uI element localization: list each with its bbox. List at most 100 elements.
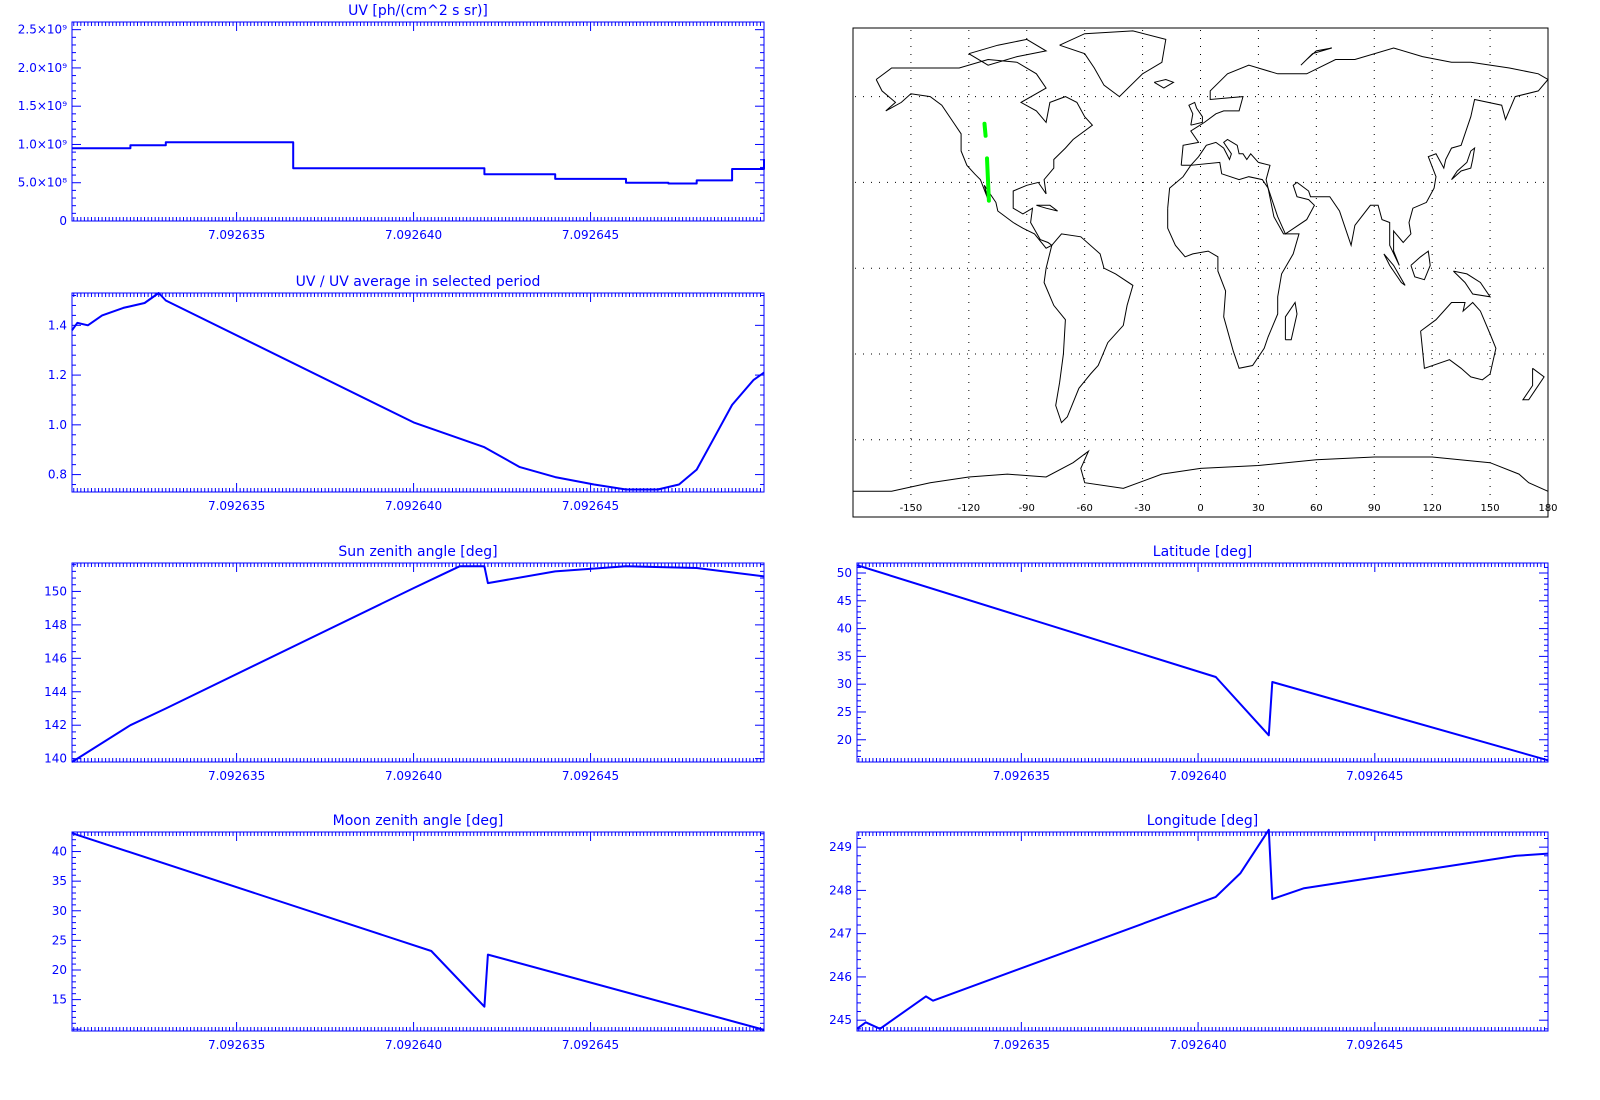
x-tick-label: 7.092635 bbox=[208, 228, 265, 242]
coastline-new-guinea bbox=[1453, 270, 1492, 298]
x-tick-label: 7.092635 bbox=[208, 1038, 265, 1052]
coastline-uk bbox=[1188, 101, 1203, 126]
map-lon-label: -90 bbox=[1019, 503, 1035, 514]
plot-frame bbox=[71, 562, 765, 763]
y-tick-label: 146 bbox=[44, 651, 67, 665]
plot-frame bbox=[71, 831, 765, 1032]
chart-title: UV / UV average in selected period bbox=[296, 274, 541, 290]
y-tick-label: 50 bbox=[837, 566, 852, 580]
chart-title: UV [ph/(cm^2 s sr)] bbox=[348, 3, 488, 19]
map-lon-label: -30 bbox=[1134, 503, 1150, 514]
x-tick-label: 7.092640 bbox=[385, 228, 442, 242]
y-tick-label: 248 bbox=[829, 883, 852, 897]
y-tick-label: 246 bbox=[829, 970, 852, 984]
x-tick-label: 7.092645 bbox=[562, 228, 619, 242]
y-tick-label: 40 bbox=[837, 622, 852, 636]
x-tick-label: 7.092645 bbox=[562, 1038, 619, 1052]
coastline-cuba bbox=[1036, 204, 1058, 212]
x-tick-label: 7.092645 bbox=[562, 769, 619, 783]
map-lon-label: 30 bbox=[1252, 503, 1265, 514]
coastline-africa bbox=[1167, 161, 1300, 369]
y-tick-label: 245 bbox=[829, 1013, 852, 1027]
chart-title: Latitude [deg] bbox=[1153, 544, 1252, 560]
y-tick-label: 0 bbox=[59, 214, 67, 228]
x-tick-label: 7.092635 bbox=[993, 1038, 1050, 1052]
coastline-svalbard-zemlya bbox=[1300, 47, 1332, 66]
sun-zenith-panel: Sun zenith angle [deg] 7.092635 7.092640 7.… bbox=[44, 544, 765, 783]
coastline-arctic-islands bbox=[968, 38, 1048, 66]
x-tick-label: 7.092640 bbox=[385, 499, 442, 513]
y-tick-label: 144 bbox=[44, 685, 67, 699]
coastline-north-america bbox=[875, 58, 1094, 249]
map-lon-label: -60 bbox=[1076, 503, 1092, 514]
coastline-antarctica bbox=[853, 449, 1549, 492]
x-tick-label: 7.092645 bbox=[562, 499, 619, 513]
y-tick-label: 5.0×10⁸ bbox=[18, 176, 67, 190]
y-tick-label: 1.0×10⁹ bbox=[18, 137, 67, 151]
series-line bbox=[856, 828, 1549, 1030]
coastline-south-america bbox=[1043, 233, 1134, 424]
y-tick-label: 30 bbox=[837, 677, 852, 691]
plot-frame bbox=[856, 562, 1549, 763]
y-tick-label: 1.4 bbox=[48, 318, 67, 332]
x-tick-label: 7.092640 bbox=[385, 769, 442, 783]
coastline-new-zealand bbox=[1521, 367, 1545, 401]
y-tick-label: 1.2 bbox=[48, 368, 67, 382]
coastline-japan bbox=[1451, 146, 1476, 180]
map-lon-label: 150 bbox=[1481, 503, 1500, 514]
y-tick-label: 249 bbox=[829, 840, 852, 854]
y-tick-label: 1.5×10⁹ bbox=[18, 99, 67, 113]
x-tick-label: 7.092640 bbox=[1169, 769, 1226, 783]
y-tick-label: 148 bbox=[44, 618, 67, 632]
coastline-iceland bbox=[1153, 78, 1175, 89]
y-tick-label: 2.5×10⁹ bbox=[18, 23, 67, 37]
series-line bbox=[71, 292, 765, 491]
y-tick-label: 45 bbox=[837, 594, 852, 608]
y-tick-label: 140 bbox=[44, 752, 67, 766]
series-line bbox=[856, 564, 1549, 762]
y-tick-label: 142 bbox=[44, 718, 67, 732]
map-lon-label: 60 bbox=[1310, 503, 1323, 514]
world-map-panel: -150 -120 -90 -60 -30 0 30 60 90 120 150 180 bbox=[852, 27, 1558, 518]
latitude-panel: Latitude [deg] 7.092635 7.092640 7.092645 20… bbox=[837, 544, 1549, 783]
map-lon-label: -150 bbox=[900, 503, 923, 514]
ground-track bbox=[985, 156, 991, 203]
map-lon-label: 180 bbox=[1538, 503, 1557, 514]
map-lon-label: -120 bbox=[957, 503, 980, 514]
x-tick-label: 7.092640 bbox=[385, 1038, 442, 1052]
x-tick-label: 7.092635 bbox=[208, 499, 265, 513]
y-tick-label: 2.0×10⁹ bbox=[18, 61, 67, 75]
plot-frame bbox=[71, 21, 765, 222]
y-tick-label: 40 bbox=[52, 845, 67, 859]
uv-panel: UV [ph/(cm^2 s sr)] 7.092635 7.092640 7.092… bbox=[18, 3, 765, 242]
x-tick-label: 7.092640 bbox=[1169, 1038, 1226, 1052]
y-tick-label: 15 bbox=[52, 993, 67, 1007]
map-lon-label: 0 bbox=[1197, 503, 1203, 514]
series-line bbox=[72, 141, 765, 185]
coastline-eurasia bbox=[1180, 47, 1549, 266]
x-tick-label: 7.092645 bbox=[1346, 769, 1403, 783]
plot-frame bbox=[856, 831, 1549, 1032]
x-tick-label: 7.092645 bbox=[1346, 1038, 1403, 1052]
chart-title: Sun zenith angle [deg] bbox=[338, 544, 497, 560]
y-tick-label: 35 bbox=[52, 874, 67, 888]
y-tick-label: 1.0 bbox=[48, 418, 67, 432]
y-tick-label: 30 bbox=[52, 904, 67, 918]
coastline-borneo bbox=[1410, 250, 1431, 281]
map-lon-label: 120 bbox=[1423, 503, 1442, 514]
y-tick-label: 20 bbox=[837, 733, 852, 747]
coastline-australia bbox=[1420, 301, 1497, 381]
series-line bbox=[71, 565, 765, 763]
chart-title: Longitude [deg] bbox=[1147, 813, 1258, 829]
longitude-panel: Longitude [deg] 7.092635 7.092640 7.092645 2… bbox=[829, 813, 1549, 1052]
uv-ratio-panel: UV / UV average in selected period 7.0926… bbox=[48, 274, 765, 513]
plot-frame bbox=[71, 292, 765, 493]
ground-track bbox=[982, 121, 988, 138]
y-tick-label: 25 bbox=[837, 705, 852, 719]
map-frame bbox=[852, 27, 1549, 518]
y-tick-label: 150 bbox=[44, 584, 67, 598]
chart-title: Moon zenith angle [deg] bbox=[333, 813, 504, 829]
y-tick-label: 247 bbox=[829, 927, 852, 941]
moon-zenith-panel: Moon zenith angle [deg] 7.092635 7.092640 7… bbox=[52, 813, 765, 1052]
